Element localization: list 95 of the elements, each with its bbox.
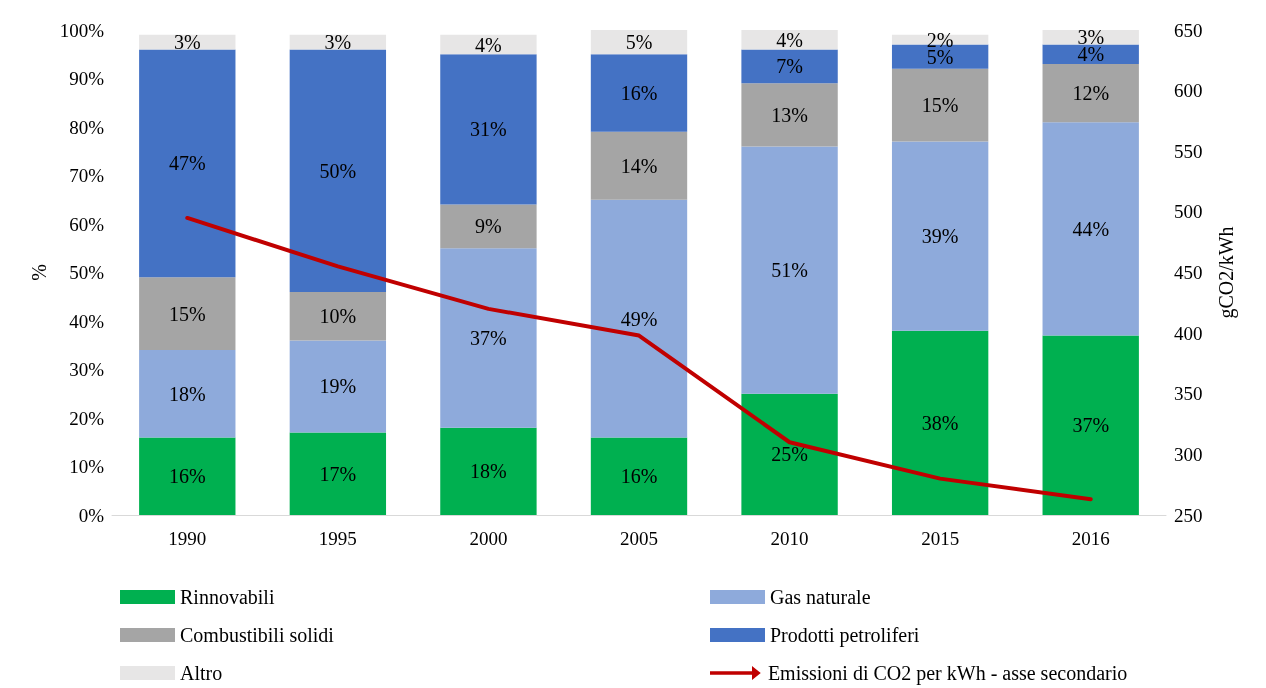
y2-tick-label: 350 <box>1174 383 1203 405</box>
data-label: 47% <box>168 152 206 175</box>
bar <box>289 432 387 515</box>
data-label: 7% <box>776 55 803 78</box>
bar <box>139 277 236 351</box>
bar <box>741 49 838 84</box>
y-tick-label: 70% <box>69 165 105 186</box>
bar <box>139 49 236 278</box>
data-label: 16% <box>168 465 206 488</box>
data-label: 25% <box>771 443 808 466</box>
y2-tick-label: 400 <box>1174 322 1203 344</box>
y2-tick-label: 600 <box>1174 80 1203 102</box>
data-label: 38% <box>921 411 959 434</box>
x-tick-label: 2005 <box>620 528 658 549</box>
x-tick-label: 2010 <box>770 528 809 549</box>
data-label: 18% <box>168 382 206 405</box>
x-tick-label: 2016 <box>1071 528 1110 549</box>
y2-tick-label: 450 <box>1174 262 1203 283</box>
y-tick-label: 20% <box>69 407 105 429</box>
bar <box>590 54 688 132</box>
legend-label: Rinnovabili <box>180 586 275 608</box>
data-label: 3% <box>324 31 352 54</box>
x-tick-label: 2000 <box>469 528 508 549</box>
data-label: 19% <box>319 375 357 398</box>
data-label: 12% <box>1072 82 1110 105</box>
legend-label: Prodotti petroliferi <box>770 624 920 647</box>
y2-axis-title: gCO2/kWh <box>1215 226 1238 319</box>
data-label: 5% <box>625 31 653 54</box>
y-tick-label: 80% <box>69 116 105 138</box>
y-tick-label: 90% <box>69 68 105 89</box>
bar <box>289 340 387 433</box>
legend-label: Emissioni di CO2 per kWh - asse secondario <box>767 662 1128 685</box>
y-tick-label: 50% <box>69 262 105 283</box>
data-label: 51% <box>771 259 808 282</box>
bar <box>1042 122 1139 336</box>
y-tick-label: 40% <box>69 310 105 332</box>
data-label: 4% <box>776 28 803 51</box>
bar <box>741 146 838 394</box>
data-label: 10% <box>319 305 357 328</box>
x-tick-label: 1995 <box>318 528 357 549</box>
bar <box>590 199 688 438</box>
bar <box>440 54 537 205</box>
y-axis-title: % <box>27 264 50 281</box>
bar <box>1042 335 1139 515</box>
bar <box>590 30 688 55</box>
legend-label: Combustibili solidi <box>180 624 335 646</box>
bar <box>590 437 688 515</box>
data-label: 13% <box>771 103 808 126</box>
data-label: 44% <box>1072 217 1110 240</box>
bar <box>741 393 838 515</box>
y2-tick-label: 650 <box>1174 19 1203 41</box>
bar <box>440 248 537 428</box>
bar <box>289 291 387 341</box>
data-label: 31% <box>470 118 507 141</box>
y-tick-label: 100% <box>59 19 105 41</box>
y-tick-label: 60% <box>69 213 105 235</box>
y-tick-label: 10% <box>69 456 105 477</box>
bar <box>891 141 989 331</box>
data-label: 3% <box>173 31 201 54</box>
data-label: 15% <box>168 302 206 325</box>
bar <box>1042 30 1139 45</box>
bar <box>1042 63 1139 123</box>
data-label: 39% <box>921 225 959 248</box>
data-label: 9% <box>475 215 502 238</box>
bar <box>139 437 236 515</box>
data-label: 16% <box>620 82 658 105</box>
x-tick-label: 1990 <box>168 528 207 549</box>
data-label: 16% <box>620 465 658 488</box>
y-tick-label: 30% <box>69 359 105 380</box>
legend-label: Altro <box>180 662 223 684</box>
y-tick-label: 0% <box>78 504 105 526</box>
data-label: 4% <box>475 33 502 56</box>
y2-tick-label: 300 <box>1174 443 1203 465</box>
data-label: 15% <box>921 94 959 117</box>
data-label: 37% <box>470 326 507 349</box>
data-label: 50% <box>319 159 357 182</box>
bar <box>891 68 989 142</box>
legend-label: Gas naturale <box>770 586 871 608</box>
bar <box>139 350 236 438</box>
bar <box>289 49 387 292</box>
data-label: 37% <box>1072 414 1110 437</box>
data-label: 18% <box>470 460 507 483</box>
bar <box>440 204 537 249</box>
bar <box>440 427 537 515</box>
y2-tick-label: 250 <box>1174 504 1203 526</box>
y2-tick-label: 550 <box>1174 140 1203 162</box>
data-label: 4% <box>1077 43 1105 66</box>
bar <box>891 330 989 515</box>
data-label: 17% <box>319 462 357 485</box>
bar <box>741 83 838 147</box>
bar <box>590 131 688 200</box>
data-label: 49% <box>620 307 658 330</box>
y2-tick-label: 500 <box>1174 201 1203 223</box>
data-label: 14% <box>620 154 658 177</box>
x-tick-label: 2015 <box>921 528 960 549</box>
